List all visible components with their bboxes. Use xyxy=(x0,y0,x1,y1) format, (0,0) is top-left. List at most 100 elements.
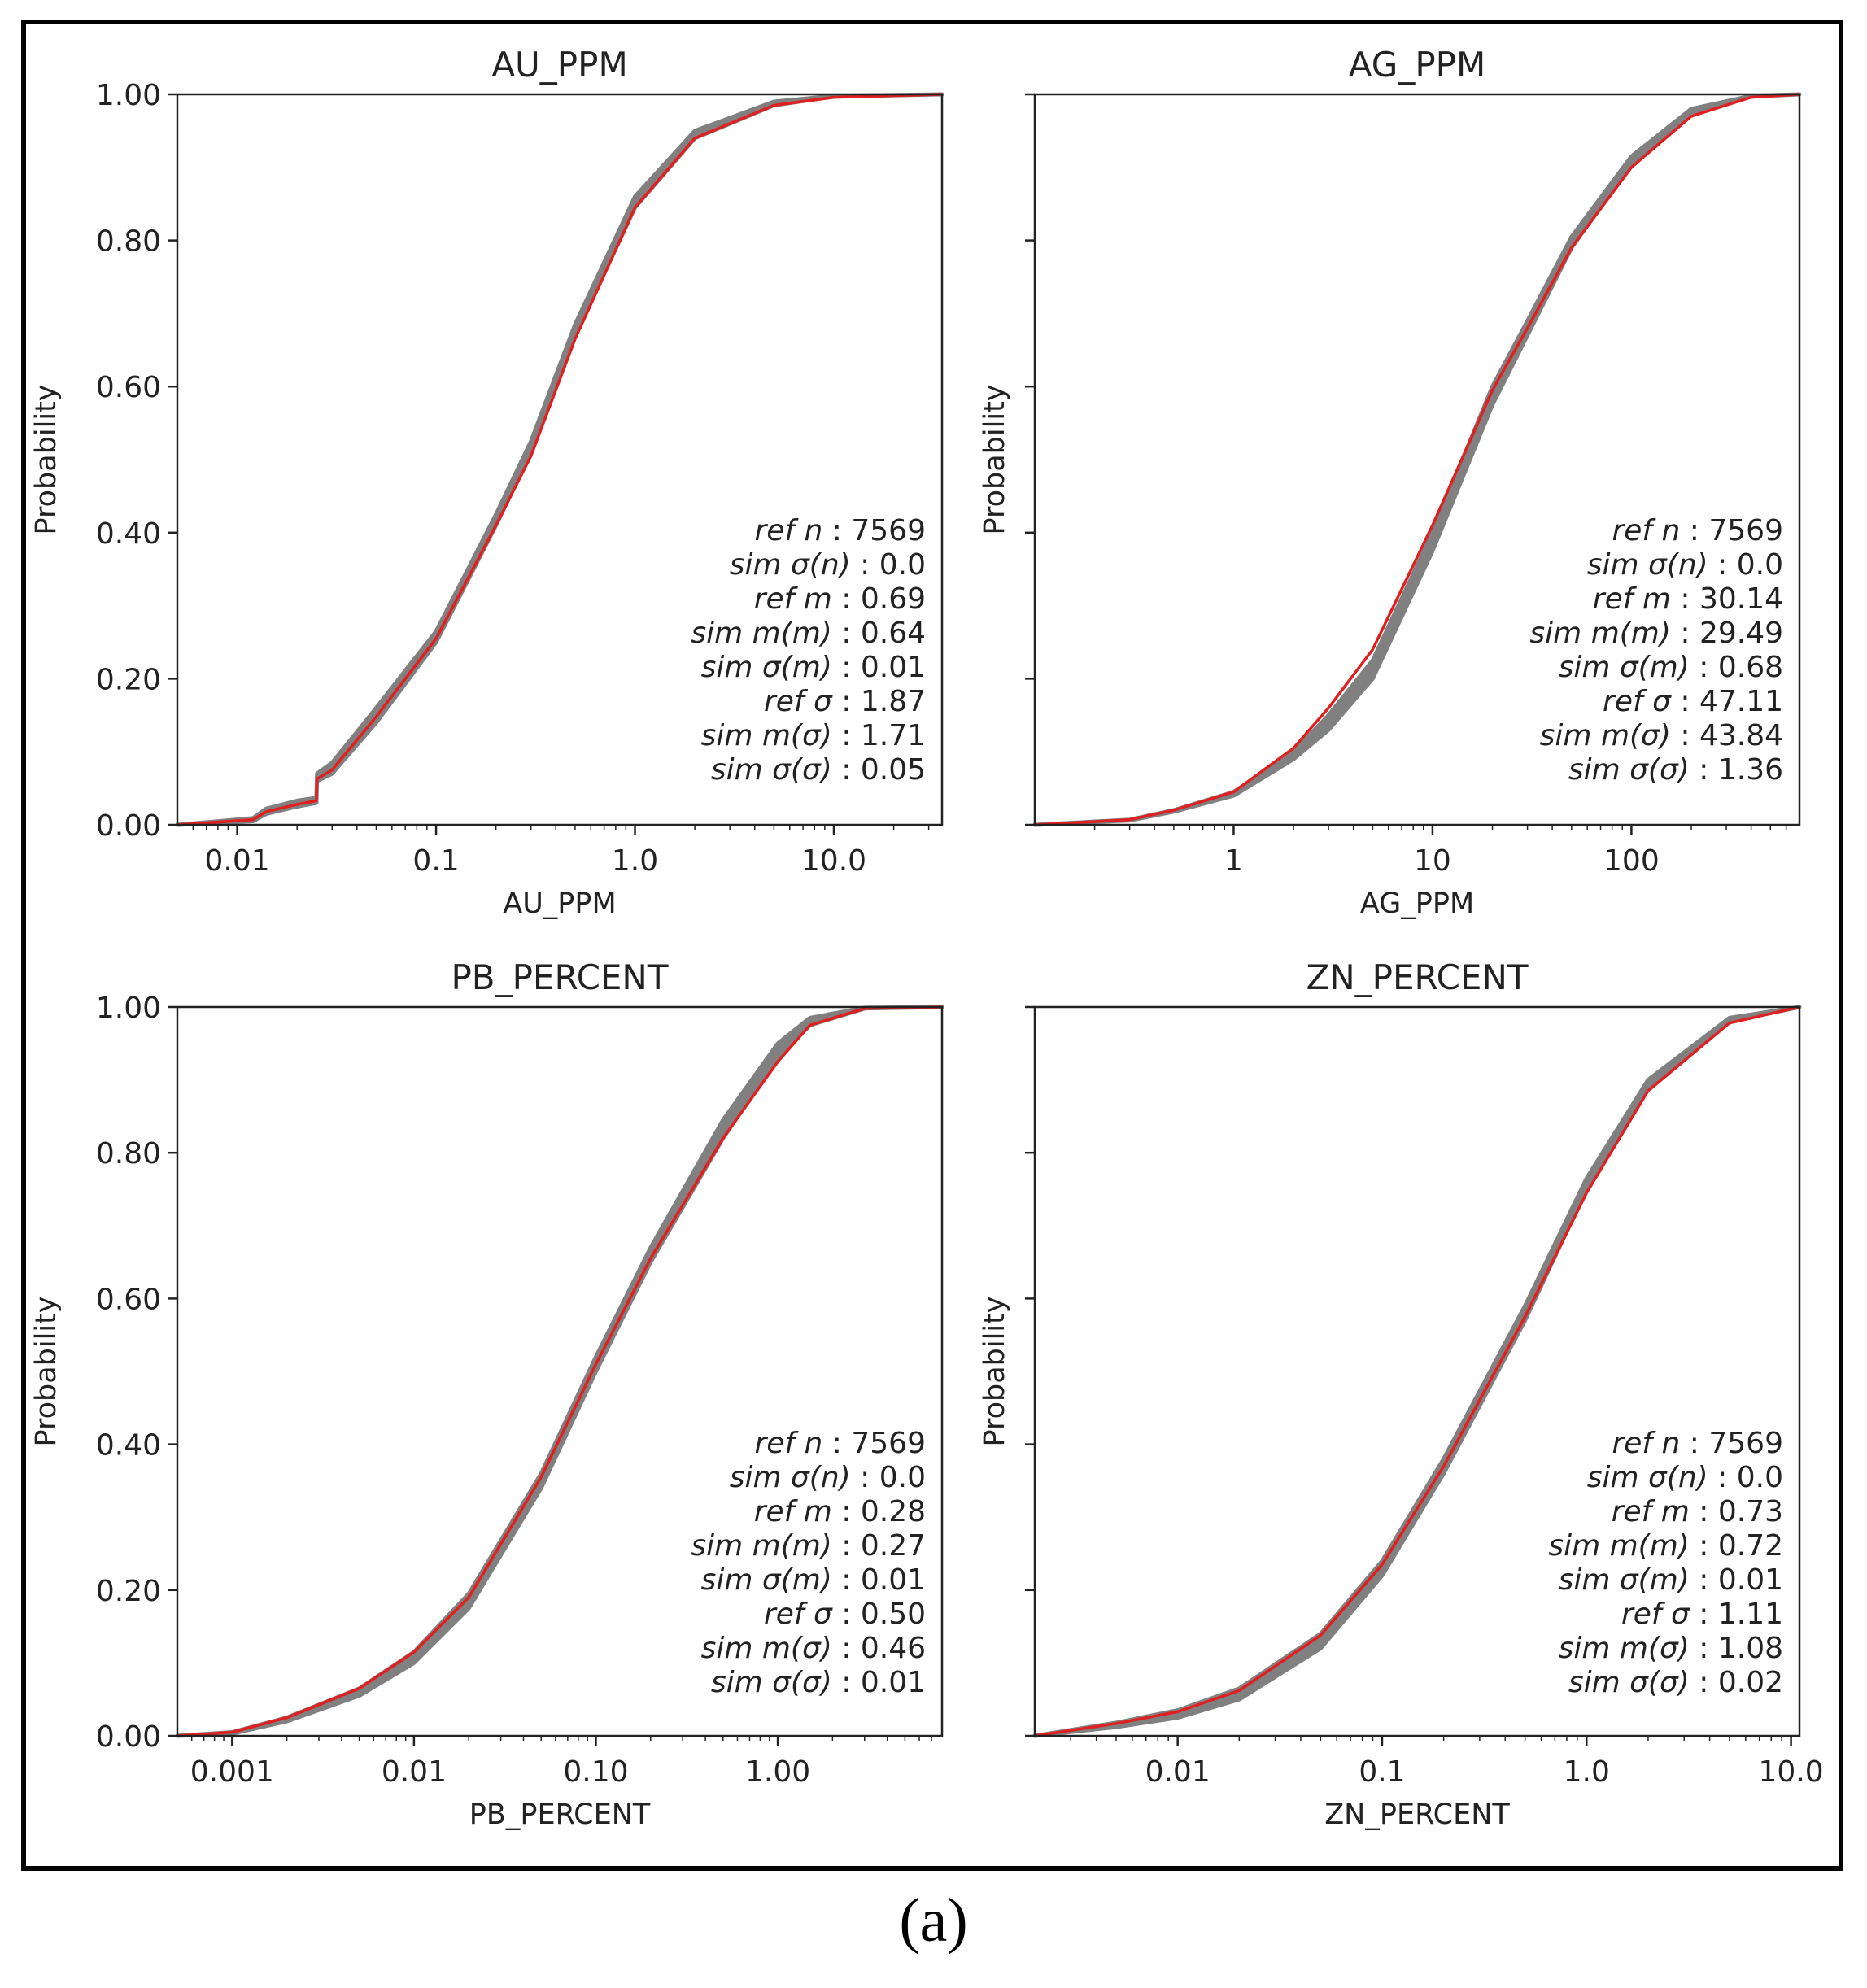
stat-value: 0.0 xyxy=(879,1461,926,1494)
x-axis-label: ZN_PERCENT xyxy=(1324,1798,1510,1831)
stat-separator: : xyxy=(1671,685,1699,718)
stat-value: 0.73 xyxy=(1718,1495,1783,1528)
stat-annotation: sim σ(σ) : 1.36 xyxy=(1568,753,1783,787)
stat-value: 0.01 xyxy=(861,651,926,684)
stat-label: ref n xyxy=(1612,1427,1680,1460)
stat-value: 1.36 xyxy=(1718,753,1783,787)
subplot-au-ppm: 0.00 0.20 0.40 0.60 0.80 1.00 0.01 0.1 1.0 10.0 AU… xyxy=(30,45,944,920)
stat-annotation: ref n : 7569 xyxy=(754,1427,926,1460)
stat-label: ref m xyxy=(754,582,832,616)
stat-separator: : xyxy=(832,1598,861,1631)
axes-frame xyxy=(176,1005,944,1737)
stat-label: sim σ(n) xyxy=(730,1461,851,1494)
stat-annotation: ref σ : 1.87 xyxy=(764,685,926,718)
stat-annotation: sim σ(n) : 0.0 xyxy=(730,1461,926,1494)
y-axis-label: Probability xyxy=(979,1296,1011,1446)
stat-annotation: sim m(σ) : 1.08 xyxy=(1559,1632,1783,1665)
figure-caption: (a) xyxy=(899,1886,968,1955)
stat-separator: : xyxy=(1690,1495,1718,1528)
stat-separator: : xyxy=(1690,1666,1718,1699)
stat-label: sim σ(m) xyxy=(1559,1563,1690,1597)
x-tick-label: 0.1 xyxy=(1359,1755,1405,1789)
stat-value: 1.71 xyxy=(861,719,926,752)
stat-label: sim m(m) xyxy=(1548,1529,1690,1563)
reference-curve xyxy=(177,1005,943,1737)
stat-annotation: sim σ(n) : 0.0 xyxy=(730,548,926,582)
stat-value: 0.72 xyxy=(1718,1529,1783,1563)
stat-label: sim σ(m) xyxy=(1559,651,1690,684)
stat-separator: : xyxy=(851,1461,879,1494)
y-tick-label: 0.60 xyxy=(96,1283,161,1316)
stat-annotation: sim m(σ) : 43.84 xyxy=(1540,719,1783,752)
stat-label: sim σ(σ) xyxy=(711,1666,832,1699)
y-tick-label: 1.00 xyxy=(96,79,161,112)
stat-value: 0.64 xyxy=(861,617,926,650)
stat-value: 7569 xyxy=(851,514,926,547)
stat-label: sim σ(σ) xyxy=(1568,753,1690,787)
stat-value: 0.27 xyxy=(861,1529,926,1563)
x-axis-label: AG_PPM xyxy=(1360,887,1474,920)
stat-separator: : xyxy=(1680,1427,1708,1460)
stat-value: 29.49 xyxy=(1699,617,1783,650)
stat-value: 0.69 xyxy=(861,582,926,616)
stat-separator: : xyxy=(1690,651,1718,684)
stat-label: sim m(m) xyxy=(691,617,832,650)
stat-value: 30.14 xyxy=(1699,582,1783,616)
x-axis-label: PB_PERCENT xyxy=(469,1798,651,1831)
stat-label: sim m(m) xyxy=(1529,617,1671,650)
stat-value: 7569 xyxy=(851,1427,926,1460)
y-tick-label: 1.00 xyxy=(96,992,161,1025)
y-tick-label: 0.80 xyxy=(96,225,161,259)
stat-separator: : xyxy=(1690,1529,1718,1563)
stat-annotation: sim m(σ) : 0.46 xyxy=(701,1632,926,1665)
stat-value: 0.46 xyxy=(861,1632,926,1665)
stat-value: 0.01 xyxy=(861,1666,926,1699)
stat-label: sim m(σ) xyxy=(701,719,832,752)
stat-value: 0.0 xyxy=(879,548,926,582)
stat-value: 7569 xyxy=(1708,514,1783,547)
y-tick-label: 0.80 xyxy=(96,1137,161,1171)
stat-value: 0.02 xyxy=(1718,1666,1783,1699)
stat-annotation: ref σ : 0.50 xyxy=(764,1598,926,1631)
x-tick-label: 1.00 xyxy=(745,1755,810,1789)
stat-label: ref σ xyxy=(1603,685,1672,718)
stat-value: 0.0 xyxy=(1737,548,1783,582)
stat-value: 47.11 xyxy=(1699,685,1783,718)
stat-annotation: sim σ(n) : 0.0 xyxy=(1587,1461,1783,1494)
stat-label: sim σ(n) xyxy=(1587,1461,1708,1494)
stat-label: sim m(σ) xyxy=(1540,719,1671,752)
x-tick-label: 0.01 xyxy=(382,1755,447,1789)
x-tick-label: 0.01 xyxy=(205,844,270,878)
subplot-zn-percent: 0.01 0.1 1.0 10.0 ZN_PERCENT ZN_PERCENT Probab… xyxy=(979,957,1824,1831)
stat-annotation: sim m(m) : 0.64 xyxy=(691,617,926,650)
stat-annotation: sim σ(σ) : 0.02 xyxy=(1568,1666,1783,1699)
stat-separator: : xyxy=(1690,1632,1718,1665)
stat-annotation: sim σ(m) : 0.68 xyxy=(1559,651,1783,684)
y-axis-label: Probability xyxy=(30,384,63,534)
stat-label: sim σ(n) xyxy=(1587,548,1708,582)
stat-separator: : xyxy=(832,753,861,787)
y-tick-label: 0.40 xyxy=(96,1429,161,1463)
reference-curve xyxy=(1034,1005,1800,1737)
stat-annotation: sim σ(n) : 0.0 xyxy=(1587,548,1783,582)
stat-separator: : xyxy=(822,1427,851,1460)
stat-value: 0.68 xyxy=(1718,651,1783,684)
reference-curve xyxy=(1034,93,1800,826)
stat-separator: : xyxy=(832,617,861,650)
stat-separator: : xyxy=(832,1495,861,1528)
stat-separator: : xyxy=(832,719,861,752)
stat-annotation: ref m : 30.14 xyxy=(1593,582,1783,616)
stat-annotation: ref m : 0.69 xyxy=(754,582,926,616)
stat-annotation: ref n : 7569 xyxy=(1612,1427,1783,1460)
subplot-pb-percent: 0.00 0.20 0.40 0.60 0.80 1.00 0.001 0.01 0.10 1.0… xyxy=(30,957,944,1831)
stat-separator: : xyxy=(832,582,861,616)
stat-label: sim m(σ) xyxy=(701,1632,832,1665)
x-tick-label: 0.1 xyxy=(412,844,459,878)
x-tick-label: 0.10 xyxy=(563,1755,628,1789)
stat-separator: : xyxy=(1708,1461,1737,1494)
y-tick-label: 0.60 xyxy=(96,371,161,404)
stat-value: 0.0 xyxy=(1737,1461,1783,1494)
stat-separator: : xyxy=(832,1563,861,1597)
stat-annotation: sim σ(m) : 0.01 xyxy=(701,651,926,684)
